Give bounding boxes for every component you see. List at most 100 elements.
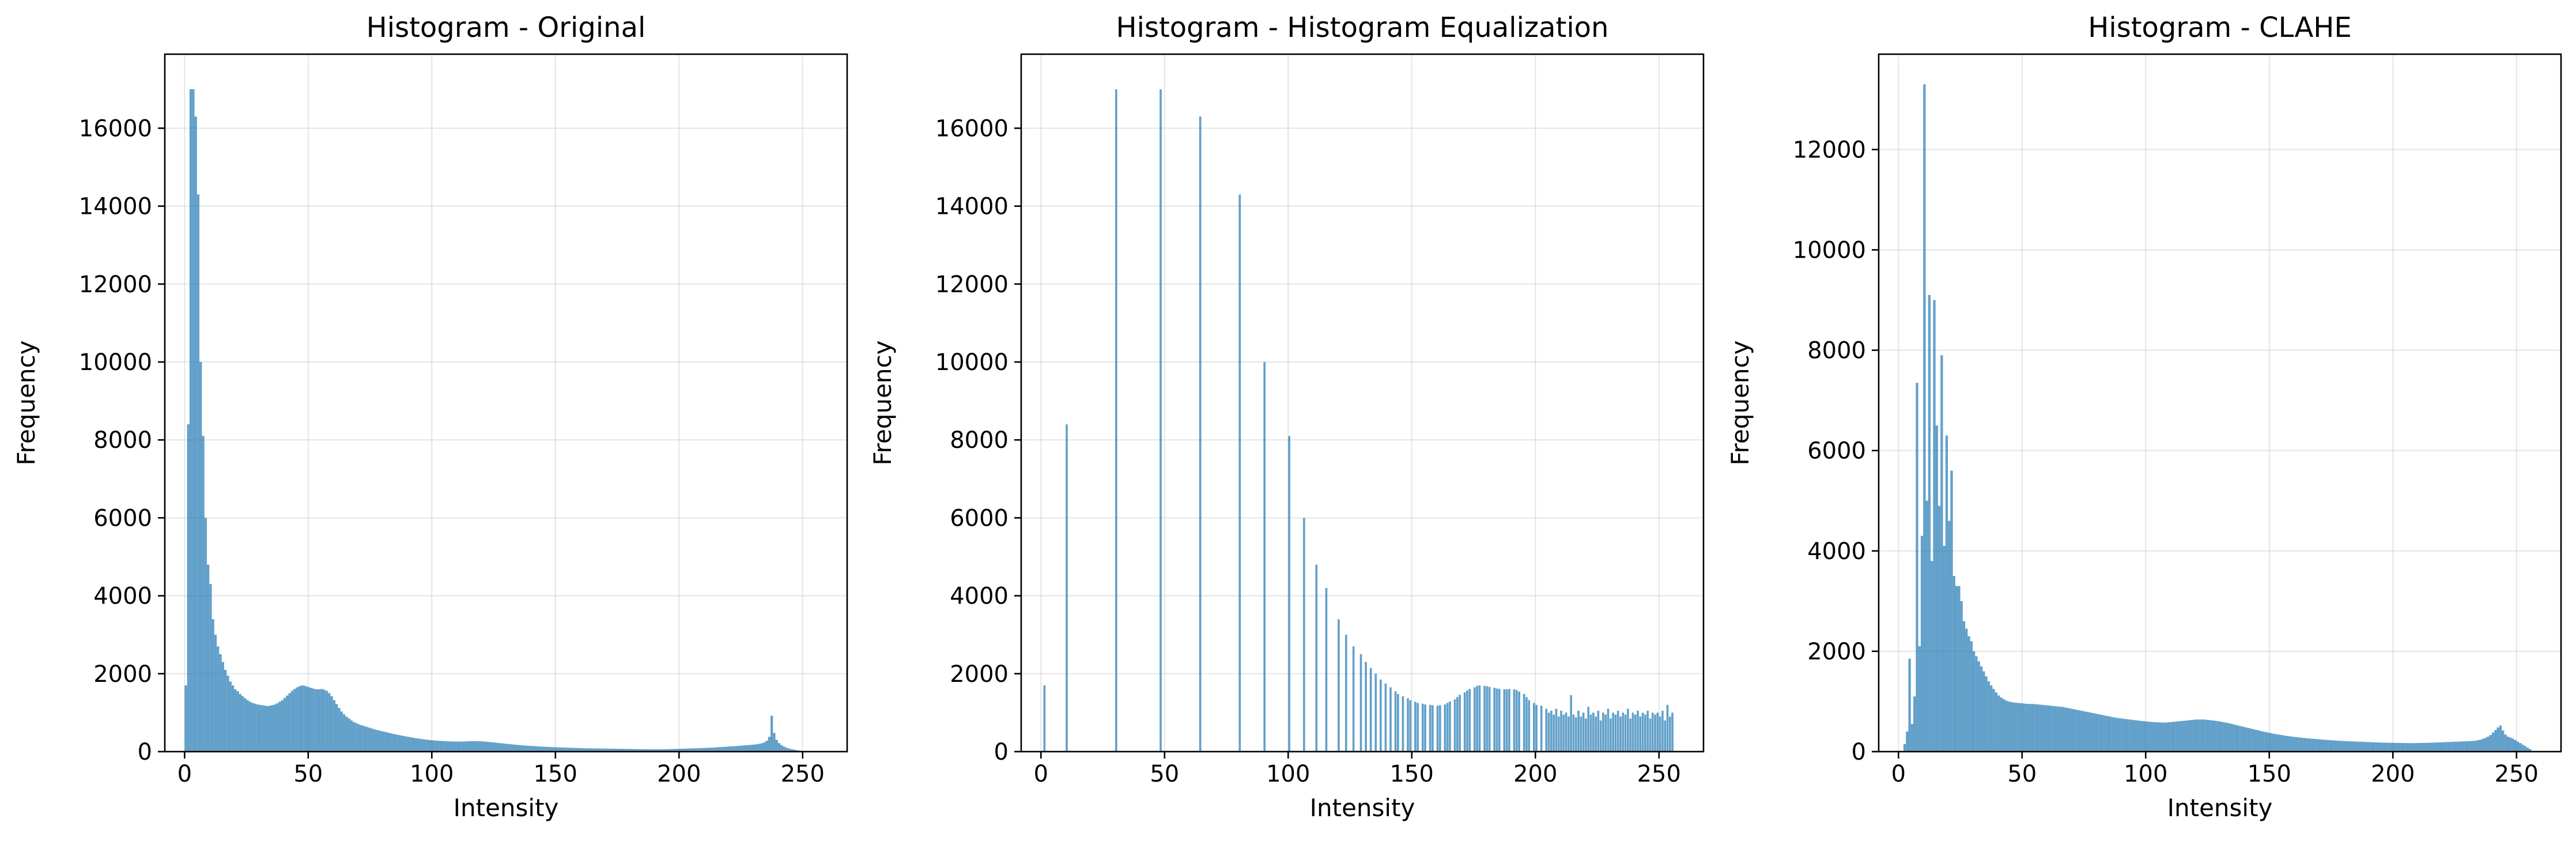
histogram-bar [1582,712,1585,752]
histogram-bar [541,746,543,752]
x-tick-label: 0 [177,761,192,787]
y-axis-label: Frequency [1726,341,1754,466]
histogram-bar [2529,749,2532,752]
histogram-bar [1515,690,1518,752]
histogram-bar [338,708,341,752]
y-tick-label: 4000 [950,583,1009,610]
histogram-bar [2496,727,2499,752]
histogram-bar [2279,734,2282,752]
histogram-bar [1960,601,1963,752]
histogram-bar [704,748,707,752]
x-tick-label: 50 [293,761,323,787]
histogram-bar [1585,718,1587,752]
y-tick-label: 8000 [950,427,1009,454]
histogram-bar [2311,738,2314,752]
histogram-bar [283,697,286,752]
histogram-bar [399,735,402,752]
y-tick-label: 16000 [79,115,152,142]
histogram-bar [372,729,375,752]
y-tick-label: 10000 [935,349,1009,376]
histogram-bar [770,715,773,752]
histogram-bar [2096,714,2099,752]
histogram-bar [694,748,697,752]
histogram-bar [1622,712,1625,752]
histogram-bar [550,747,553,752]
histogram-bar [2296,737,2299,752]
histogram-bar [508,744,511,752]
histogram-bar [780,745,783,752]
histogram-bar [1493,688,1496,752]
histogram-bar [2355,741,2359,752]
histogram-bar [288,693,291,752]
histogram-bar [1369,667,1372,752]
histogram-bar [662,749,664,752]
histogram-bar [1948,520,1951,752]
histogram-bar [1421,703,1424,752]
histogram-bar [261,705,264,752]
histogram-bar [683,748,687,752]
histogram-bar [1928,295,1931,752]
histogram-bar [229,681,232,752]
histogram-bar [281,700,284,752]
histogram-bar [476,741,479,752]
histogram-bar [466,741,469,752]
histogram-bar [325,691,328,752]
histogram-bar [498,743,501,752]
histogram-bar [2094,713,2097,752]
histogram-bar [2237,725,2240,752]
histogram-bar [2460,741,2462,752]
histogram-bar [2170,722,2173,752]
x-tick-label: 50 [1150,761,1179,787]
histogram-bar [217,646,220,752]
histogram-bar [187,424,190,752]
histogram-bar [2148,722,2151,752]
histogram-bar [2366,742,2369,752]
x-axis-label: Intensity [454,794,559,822]
histogram-bar [2037,704,2039,752]
histogram-bar [189,89,192,752]
histogram-bar [553,747,556,752]
histogram-bar [783,746,785,752]
histogram-bar [1664,720,1667,752]
histogram-bar [1476,685,1478,752]
histogram-bar [568,748,571,752]
y-tick-label: 2000 [1807,639,1866,665]
histogram-bar [547,746,551,752]
histogram-bar [558,747,561,752]
histogram-bar [677,749,679,752]
histogram-bar [1651,712,1654,752]
histogram-bar [1918,646,1921,752]
histogram-bar [422,739,425,752]
histogram-bar [449,741,452,752]
histogram-bar [1577,711,1580,752]
histogram-bar [231,685,235,752]
histogram-bar [335,704,338,752]
histogram-bar [1916,383,1918,752]
histogram-bar [1616,711,1619,752]
histogram-bar [2136,720,2139,752]
histogram-bar [526,745,528,752]
histogram-bar [2249,728,2252,752]
histogram-bar [2254,730,2257,752]
histogram-bar [2272,733,2275,752]
histogram-bar [1574,717,1577,752]
plot-frame [1878,53,2562,753]
histogram-bar [380,731,383,752]
histogram-bar [2067,708,2069,752]
histogram-bar [1923,84,1926,752]
histogram-bar [2393,742,2396,752]
histogram-bar [555,747,558,752]
histogram-bar [2333,740,2336,752]
histogram-bar [1115,89,1117,752]
histogram-bar [1545,708,1548,752]
histogram-bar [1910,724,1914,752]
histogram-bar [2351,741,2354,752]
histogram-bar [226,676,229,752]
histogram-bar [1599,720,1602,752]
histogram-bar [1199,116,1202,752]
histogram-bar [2167,722,2171,752]
x-tick-label: 150 [1390,761,1434,787]
histogram-bar [330,696,333,752]
histogram-bar [2502,730,2505,752]
histogram-bar [1446,703,1449,752]
